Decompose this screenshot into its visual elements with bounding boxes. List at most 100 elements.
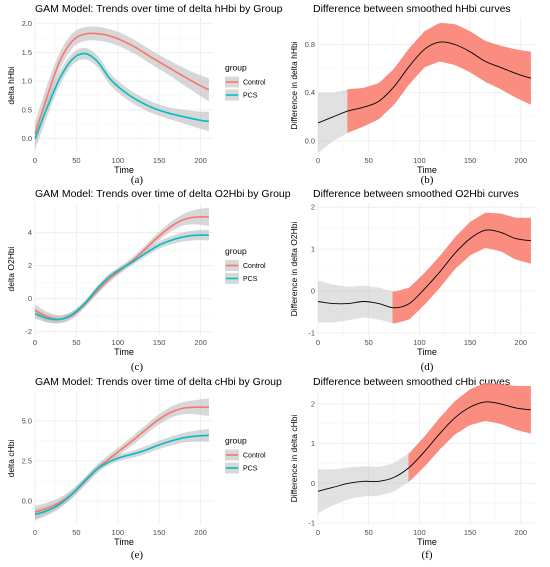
chart-title: Difference between smoothed hHbi curves bbox=[313, 3, 511, 15]
y-tick-label: 1 bbox=[311, 245, 315, 254]
legend: group Control PCS bbox=[225, 246, 266, 284]
y-axis-label: delta hHbi bbox=[6, 66, 16, 104]
legend-title: group bbox=[225, 63, 247, 73]
grid bbox=[317, 392, 536, 525]
chart-title: GAM Model: Trends over time of delta hHb… bbox=[35, 3, 283, 15]
chart-panel-e: GAM Model: Trends over time of delta cHb… bbox=[6, 376, 282, 561]
legend-label-control: Control bbox=[243, 263, 266, 270]
y-axis-label: delta O2Hbi bbox=[6, 246, 16, 291]
y-tick-label: -2 bbox=[25, 327, 32, 336]
x-axis-label: Time bbox=[417, 165, 437, 175]
x-tick-label: 150 bbox=[464, 156, 477, 165]
legend-label-pcs: PCS bbox=[243, 276, 258, 283]
y-tick-label: 2.0 bbox=[22, 19, 32, 28]
chart-title: Difference between smoothed O2Hbi curves bbox=[313, 188, 519, 200]
x-tick-label: 150 bbox=[464, 528, 477, 537]
y-tick-label: 2 bbox=[311, 399, 315, 408]
series-line-control bbox=[34, 406, 209, 513]
x-axis-label: Time bbox=[417, 347, 437, 357]
panel-caption-c: (c) bbox=[131, 361, 144, 373]
x-tick-label: 50 bbox=[365, 156, 373, 165]
y-tick-label: 0.0 bbox=[305, 136, 315, 145]
panel-caption-a: (a) bbox=[131, 174, 144, 186]
x-tick-label: 100 bbox=[413, 156, 426, 165]
legend-title: group bbox=[225, 246, 247, 256]
chart-panel-c: GAM Model: Trends over time of delta O2H… bbox=[6, 188, 291, 373]
confidence-band bbox=[35, 428, 209, 521]
y-tick-label: 0.0 bbox=[22, 134, 32, 143]
chart-title: Difference between smoothed cHbi curves bbox=[313, 376, 510, 388]
x-tick-label: 50 bbox=[72, 156, 80, 165]
x-axis-label: Time bbox=[114, 537, 134, 547]
y-tick-label: 1.5 bbox=[22, 48, 32, 57]
y-tick-label: 0.8 bbox=[305, 40, 315, 49]
x-tick-label: 0 bbox=[33, 338, 37, 347]
x-axis-label: Time bbox=[114, 165, 134, 175]
legend-label-pcs: PCS bbox=[243, 466, 258, 473]
y-tick-label: 2 bbox=[311, 203, 315, 212]
panel-caption-b: (b) bbox=[421, 174, 434, 186]
y-tick-label: 0.4 bbox=[305, 88, 315, 97]
x-tick-label: 100 bbox=[413, 528, 426, 537]
y-tick-label: 4 bbox=[28, 228, 32, 237]
legend-title: group bbox=[225, 436, 247, 446]
confidence-band-significant bbox=[408, 382, 531, 483]
y-axis-label: Difference in delta O2Hbi bbox=[289, 221, 299, 316]
x-tick-label: 200 bbox=[515, 156, 528, 165]
x-tick-label: 0 bbox=[316, 156, 320, 165]
x-axis-label: Time bbox=[114, 347, 134, 357]
y-tick-label: 1 bbox=[311, 439, 315, 448]
y-tick-label: 0 bbox=[311, 287, 315, 296]
x-tick-label: 50 bbox=[72, 528, 80, 537]
legend: group Control PCS bbox=[225, 436, 266, 474]
y-tick-label: 0.0 bbox=[22, 496, 32, 505]
x-tick-label: 100 bbox=[413, 338, 426, 347]
difference-line bbox=[317, 401, 531, 492]
legend-label-pcs: PCS bbox=[243, 93, 258, 100]
y-tick-label: 2.5 bbox=[22, 456, 32, 465]
chart-title: GAM Model: Trends over time of delta O2H… bbox=[35, 188, 291, 200]
x-tick-label: 100 bbox=[112, 156, 125, 165]
chart-title: GAM Model: Trends over time of delta cHb… bbox=[35, 376, 282, 388]
y-axis-label: delta cHbi bbox=[6, 439, 16, 477]
confidence-band-nonsignificant bbox=[318, 280, 393, 324]
y-tick-label: 1.0 bbox=[22, 77, 32, 86]
x-tick-label: 100 bbox=[112, 338, 125, 347]
y-tick-label: -1 bbox=[308, 328, 315, 337]
difference-line bbox=[317, 229, 531, 309]
x-tick-label: 150 bbox=[153, 156, 166, 165]
y-tick-label: 2 bbox=[28, 261, 32, 270]
x-tick-label: 0 bbox=[316, 528, 320, 537]
x-tick-label: 100 bbox=[112, 528, 125, 537]
confidence-band bbox=[35, 229, 209, 324]
x-tick-label: 50 bbox=[72, 338, 80, 347]
x-tick-label: 200 bbox=[515, 338, 528, 347]
x-tick-label: 200 bbox=[194, 156, 207, 165]
x-tick-label: 150 bbox=[153, 528, 166, 537]
series-line-pcs bbox=[34, 234, 209, 321]
x-axis-label: Time bbox=[417, 537, 437, 547]
y-axis-label: Difference in delta hHbi bbox=[289, 41, 299, 129]
y-tick-label: -1 bbox=[308, 519, 315, 528]
chart-panel-d: Difference between smoothed O2Hbi curves… bbox=[289, 188, 536, 373]
x-tick-label: 150 bbox=[153, 338, 166, 347]
x-tick-label: 0 bbox=[33, 528, 37, 537]
y-axis-label: Difference in delta cHbi bbox=[289, 415, 299, 503]
x-tick-label: 200 bbox=[515, 528, 528, 537]
panel-caption-d: (d) bbox=[421, 361, 434, 373]
confidence-band-nonsignificant bbox=[318, 89, 348, 153]
difference-line bbox=[317, 41, 532, 124]
series-line-pcs bbox=[34, 434, 209, 516]
confidence-band-significant bbox=[347, 22, 531, 134]
y-tick-label: 0.5 bbox=[22, 105, 32, 114]
series-line-control bbox=[34, 32, 210, 135]
legend: group Control PCS bbox=[225, 63, 266, 101]
x-tick-label: 0 bbox=[33, 156, 37, 165]
x-tick-label: 50 bbox=[365, 338, 373, 347]
chart-panel-b: Difference between smoothed hHbi curves 0… bbox=[289, 3, 536, 186]
chart-panel-f: Difference between smoothed cHbi curves 0… bbox=[289, 376, 536, 561]
x-tick-label: 200 bbox=[194, 338, 207, 347]
x-tick-label: 50 bbox=[365, 528, 373, 537]
